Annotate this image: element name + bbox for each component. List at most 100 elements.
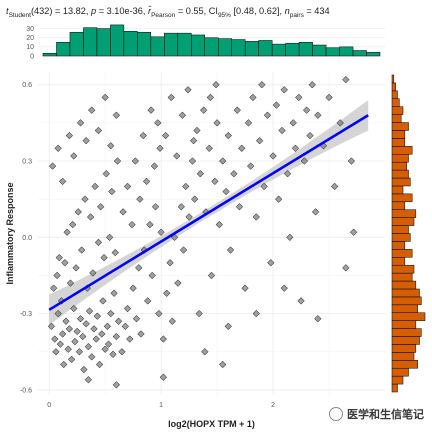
top-hist-bar xyxy=(177,32,192,57)
data-point xyxy=(129,284,137,292)
data-point xyxy=(311,208,320,216)
data-point xyxy=(54,309,62,318)
data-point xyxy=(88,106,96,114)
data-point xyxy=(82,320,90,328)
data-point xyxy=(249,93,257,102)
data-point xyxy=(73,327,81,336)
data-point xyxy=(112,111,121,119)
data-point xyxy=(289,119,297,127)
top-hist-bar xyxy=(271,43,286,57)
data-point xyxy=(137,330,145,338)
data-point xyxy=(224,131,232,140)
right-hist-bar xyxy=(391,304,418,314)
data-point xyxy=(132,315,141,323)
data-point xyxy=(97,203,105,211)
data-point xyxy=(88,353,96,361)
data-point xyxy=(81,195,89,203)
data-point xyxy=(95,360,104,369)
right-hist-bar xyxy=(391,272,413,282)
top-hist-tick-label: 30 xyxy=(26,26,34,33)
right-hist-bar xyxy=(391,375,404,385)
data-point xyxy=(76,315,85,323)
n-sub: pairs xyxy=(289,11,304,19)
data-point xyxy=(99,297,107,305)
top-hist-bar xyxy=(231,39,246,57)
right-hist-bar xyxy=(391,383,398,393)
t-sub: Student xyxy=(8,11,31,19)
data-point xyxy=(159,373,168,381)
data-point xyxy=(75,348,84,356)
data-point xyxy=(78,246,86,254)
right-hist-bar xyxy=(391,367,409,377)
right-hist-bar xyxy=(391,249,413,258)
data-point xyxy=(235,203,244,211)
data-point xyxy=(206,93,215,102)
data-point xyxy=(207,271,216,280)
data-point xyxy=(193,126,201,135)
data-point xyxy=(113,157,122,165)
watermark-text: 医学和生信笔记 xyxy=(347,408,424,421)
right-hist-bar xyxy=(391,344,417,353)
data-point xyxy=(188,157,197,165)
data-point xyxy=(347,157,356,165)
data-point xyxy=(69,220,77,229)
data-point xyxy=(136,195,144,203)
top-hist-bar xyxy=(258,40,273,57)
data-point xyxy=(185,213,193,221)
data-point xyxy=(283,170,292,178)
t-value: (432) = 13.82, xyxy=(30,6,89,16)
right-hist-bar xyxy=(391,138,406,147)
right-hist-bar xyxy=(391,225,409,234)
data-point xyxy=(64,345,72,353)
top-hist-bar xyxy=(312,44,327,57)
data-point xyxy=(55,254,63,262)
data-point xyxy=(196,170,204,178)
data-point xyxy=(84,343,93,351)
data-point xyxy=(121,322,129,330)
right-hist-bar xyxy=(391,154,409,163)
data-point xyxy=(161,131,170,140)
data-point xyxy=(103,322,112,330)
data-point xyxy=(92,335,100,343)
right-hist-bar xyxy=(391,360,418,369)
data-point xyxy=(84,376,93,384)
right-hist-bar xyxy=(391,106,404,115)
right-hist-bar xyxy=(391,169,409,179)
data-point xyxy=(306,131,314,140)
data-point xyxy=(66,279,75,287)
data-point xyxy=(300,157,309,165)
data-point xyxy=(112,332,121,341)
data-point xyxy=(166,259,174,267)
data-point xyxy=(159,335,168,343)
data-point xyxy=(286,233,294,241)
data-point xyxy=(85,307,94,315)
data-point xyxy=(330,182,339,191)
top-hist-bar xyxy=(352,50,367,57)
data-point xyxy=(123,182,132,191)
right-hist-bar xyxy=(391,257,406,266)
data-point xyxy=(91,182,99,191)
right-hist-bar xyxy=(391,312,426,321)
data-point xyxy=(80,365,88,374)
top-hist-tick-label: 20 xyxy=(26,35,34,42)
data-point xyxy=(151,203,160,211)
data-point xyxy=(244,119,253,127)
data-point xyxy=(109,350,117,358)
data-point xyxy=(342,75,350,84)
data-point xyxy=(123,304,132,313)
data-point xyxy=(219,360,227,369)
top-hist-bar xyxy=(69,31,84,57)
right-hist-bar xyxy=(391,82,396,92)
data-point xyxy=(70,152,78,160)
data-point xyxy=(295,93,303,102)
right-hist-bar xyxy=(391,288,420,298)
data-point xyxy=(269,152,277,160)
p-symbol: p xyxy=(91,6,97,16)
right-hist-bar xyxy=(391,98,400,107)
data-point xyxy=(342,264,350,272)
r-symbol: r̂ xyxy=(148,6,152,16)
data-point xyxy=(200,106,208,114)
data-point xyxy=(314,315,322,323)
